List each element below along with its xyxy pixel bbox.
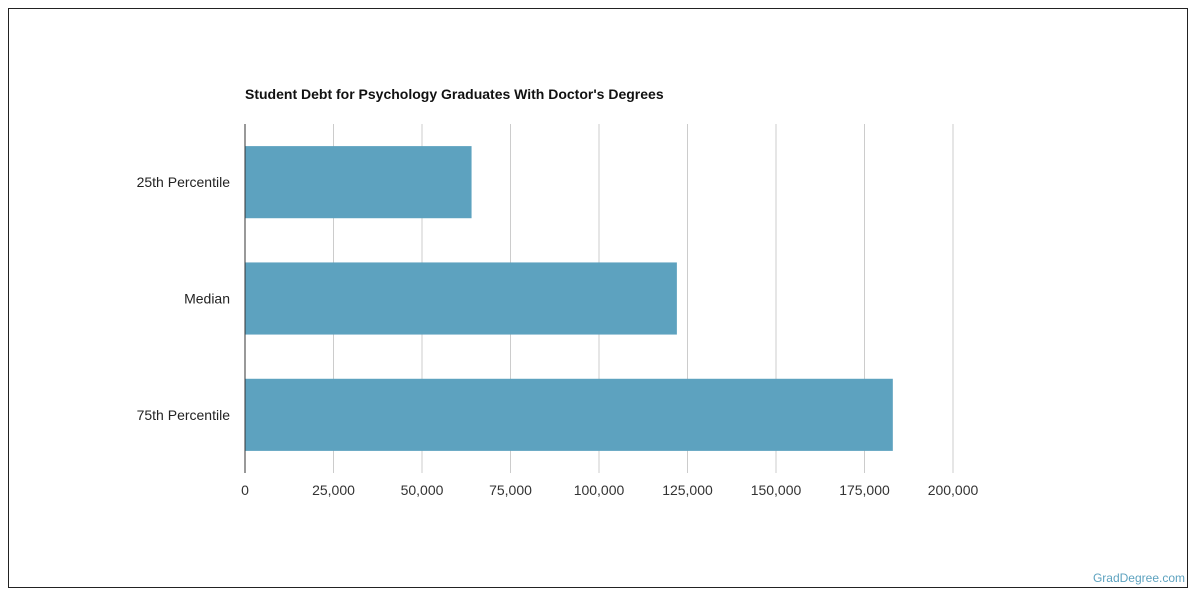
x-tick-label: 0 xyxy=(241,482,249,498)
x-tick-label: 150,000 xyxy=(751,482,802,498)
x-tick-label: 75,000 xyxy=(489,482,532,498)
x-tick-label: 200,000 xyxy=(928,482,979,498)
bar xyxy=(245,378,893,451)
chart-title: Student Debt for Psychology Graduates Wi… xyxy=(245,86,664,102)
x-tick-label: 50,000 xyxy=(401,482,444,498)
bars xyxy=(245,146,893,451)
category-label: 25th Percentile xyxy=(137,174,231,190)
x-tick-label: 125,000 xyxy=(662,482,713,498)
category-label: Median xyxy=(184,291,230,307)
x-axis-tick-labels: 0 25,000 50,000 75,000 100,000 125,000 150,000… xyxy=(241,482,978,498)
bar xyxy=(245,146,472,219)
x-tick-label: 25,000 xyxy=(312,482,355,498)
x-tick-label: 175,000 xyxy=(839,482,890,498)
x-tick-label: 100,000 xyxy=(574,482,625,498)
category-label: 75th Percentile xyxy=(137,407,231,423)
watermark-link[interactable]: GradDegree.com xyxy=(1092,571,1185,585)
bar xyxy=(245,262,677,335)
y-axis-category-labels: 25th Percentile Median 75th Percentile xyxy=(137,174,231,423)
